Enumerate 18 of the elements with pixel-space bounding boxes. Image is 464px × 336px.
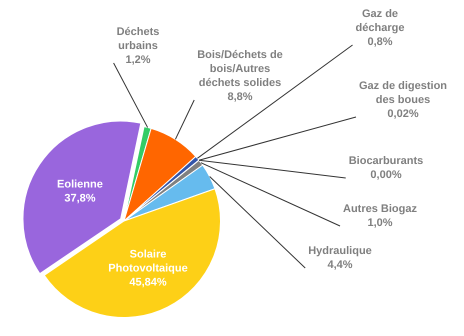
data-label: 8,8% bbox=[227, 91, 253, 104]
data-label: 4,4% bbox=[327, 259, 353, 272]
slice-label: Solaire Photovoltaique bbox=[108, 248, 188, 274]
slice-label: Eolienne bbox=[57, 178, 103, 190]
data-label: 37,8% bbox=[64, 192, 96, 204]
data-label: 45,84% bbox=[129, 276, 167, 288]
slice-label: Bois/Déchets de bois/Autres déchets solides bbox=[197, 49, 283, 90]
data-label: 1,2% bbox=[125, 54, 151, 66]
data-label: 0,02% bbox=[387, 108, 419, 120]
category-label: Biocarburants bbox=[348, 155, 424, 168]
slice-label: Gaz de décharge bbox=[356, 8, 404, 34]
data-label: 0,8% bbox=[367, 36, 393, 48]
slice-label: Hydraulique bbox=[308, 245, 372, 258]
text: 0,00% bbox=[370, 169, 402, 182]
slice-label: Gaz de digestion des boues bbox=[358, 80, 448, 106]
slice-label: Déchets urbains bbox=[116, 26, 160, 52]
slice-label: Autres Biogaz bbox=[343, 203, 418, 216]
data-label: 1,0% bbox=[367, 217, 393, 230]
